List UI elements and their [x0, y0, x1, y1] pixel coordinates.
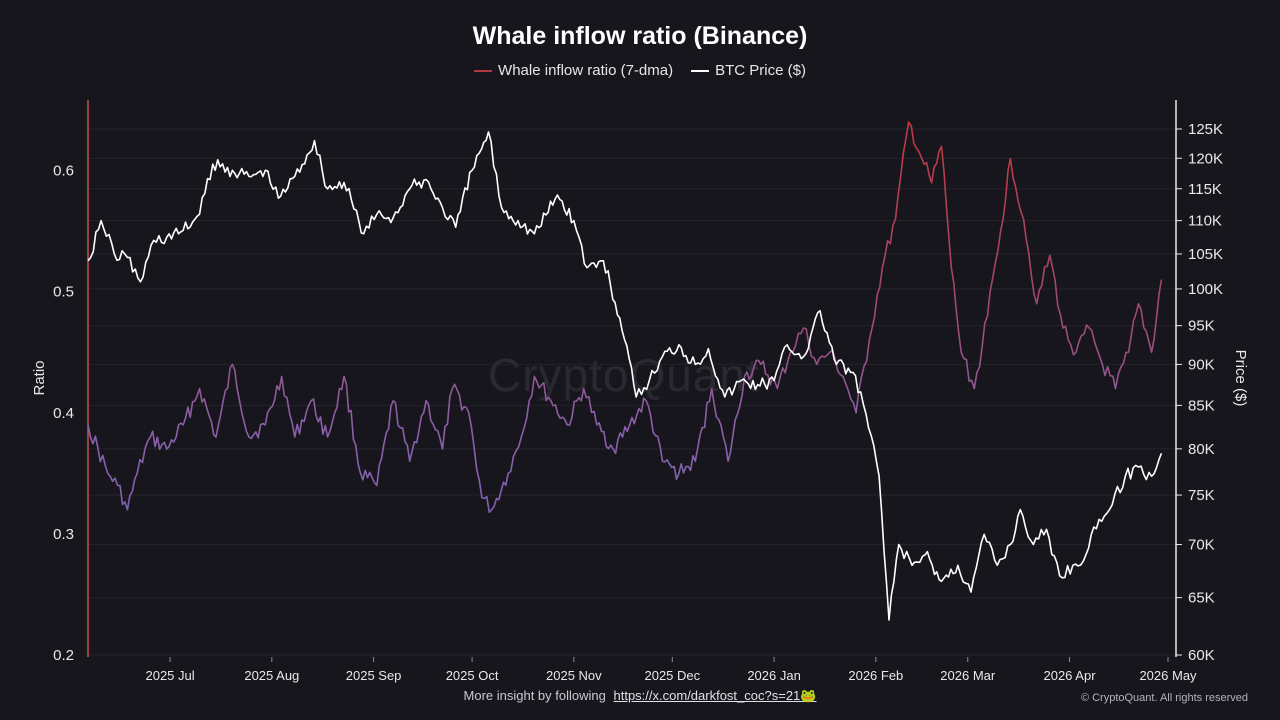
left-tick-label: 0.6 [53, 163, 74, 180]
x-tick-label: 2025 Oct [446, 668, 499, 683]
x-tick-label: 2026 Feb [848, 668, 903, 683]
legend-label-whale-ratio: Whale inflow ratio (7-dma) [498, 62, 674, 79]
legend-label-btc-price: BTC Price ($) [715, 62, 806, 79]
gridlines [88, 128, 1176, 656]
x-tick-label: 2025 Aug [244, 668, 299, 683]
left-axis-title: Ratio [31, 360, 48, 395]
right-tick-label: 75K [1188, 487, 1215, 504]
x-tick-label: 2026 Apr [1043, 668, 1096, 683]
x-axis-ticks: 2025 Jul 2025 Aug 2025 Sep 2025 Oct 2025 Nov… [145, 657, 1197, 683]
left-tick-label: 0.5 [53, 284, 74, 301]
footer-text: More insight by following [463, 688, 606, 703]
copyright: © CryptoQuant. All rights reserved [1080, 692, 1248, 704]
left-tick-label: 0.3 [53, 526, 74, 543]
x-tick-label: 2025 Sep [346, 668, 402, 683]
left-tick-label: 0.2 [53, 647, 74, 664]
x-tick-label: 2026 May [1139, 668, 1197, 683]
footer: More insight by following https://x.com/… [0, 688, 1280, 704]
right-tick-label: 90K [1188, 356, 1215, 373]
x-tick-label: 2025 Dec [644, 668, 700, 683]
right-tick-label: 125K [1188, 121, 1223, 138]
legend-swatch-whale-ratio [474, 69, 493, 72]
right-tick-label: 80K [1188, 441, 1215, 458]
right-tick-label: 70K [1188, 537, 1215, 554]
x-tick-label: 2026 Mar [940, 668, 996, 683]
right-tick-label: 85K [1188, 397, 1215, 414]
legend-item-btc-price[interactable]: BTC Price ($) [691, 62, 806, 79]
right-tick-label: 95K [1188, 318, 1215, 335]
right-tick-label: 115K [1188, 181, 1222, 198]
right-tick-label: 120K [1188, 150, 1223, 167]
x-tick-label: 2025 Nov [546, 668, 602, 683]
right-tick-label: 65K [1188, 590, 1215, 607]
left-tick-label: 0.4 [53, 405, 74, 422]
x-tick-label: 2025 Jul [145, 668, 194, 683]
series-line-btc-price [87, 131, 1163, 621]
right-tick-label: 60K [1188, 647, 1215, 664]
legend: Whale inflow ratio (7-dma) BTC Price ($) [0, 62, 1280, 79]
series-line-whale-ratio [87, 121, 1163, 513]
right-tick-label: 100K [1188, 281, 1223, 298]
right-axis-ticks: 60K 65K 70K 75K 80K 85K 90K 95K 100K 105K 110K 115K… [1176, 121, 1223, 664]
right-axis-title: Price ($) [1232, 350, 1249, 407]
x-tick-label: 2026 Jan [747, 668, 801, 683]
legend-item-whale-ratio[interactable]: Whale inflow ratio (7-dma) [474, 62, 673, 79]
watermark: CryptoQuant [488, 349, 760, 401]
legend-swatch-btc-price [691, 69, 710, 72]
chart-title: Whale inflow ratio (Binance) [472, 22, 808, 50]
left-axis-ticks: 0.2 0.3 0.4 0.5 0.6 [53, 163, 74, 664]
right-tick-label: 105K [1188, 246, 1223, 263]
footer-link[interactable]: https://x.com/darkfost_coc?s=21🐸 [613, 688, 817, 703]
right-tick-label: 110K [1188, 213, 1222, 230]
